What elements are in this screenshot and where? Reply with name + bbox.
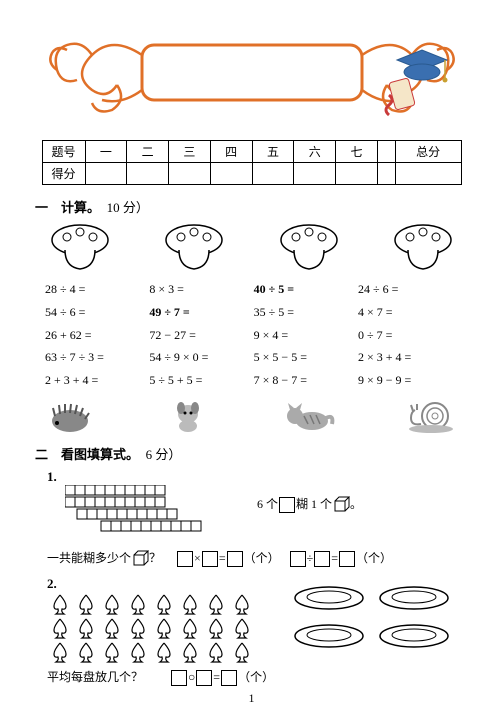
blank-box bbox=[290, 551, 306, 567]
spade-icon bbox=[125, 592, 151, 616]
q1-right-text: 6 个糊 1 个。 bbox=[257, 495, 362, 514]
spade-icon bbox=[229, 592, 255, 616]
spade-icon bbox=[203, 616, 229, 640]
plate-icon bbox=[292, 622, 367, 650]
row-label: 题号 bbox=[42, 141, 85, 163]
spade-icon bbox=[125, 616, 151, 640]
snail-icon bbox=[403, 396, 458, 434]
blank-box bbox=[339, 551, 355, 567]
spade-icon bbox=[47, 592, 73, 616]
mushroom-icon bbox=[388, 222, 458, 272]
cat-icon bbox=[280, 396, 335, 434]
calc-grid: 28 ÷ 4 =54 ÷ 6 =26 + 62 =63 ÷ 7 ÷ 3 =2 +… bbox=[35, 278, 468, 392]
calc-col-3: 40 ÷ 5 =35 ÷ 5 =9 × 4 =5 × 5 − 5 =7 × 8 … bbox=[254, 278, 354, 392]
plates bbox=[287, 576, 457, 660]
q2-num: 2. bbox=[47, 576, 57, 591]
spade-icon bbox=[177, 616, 203, 640]
spade-icon bbox=[203, 640, 229, 664]
spade-icon bbox=[151, 640, 177, 664]
question-1: 1. 6 个糊 1 个。 一共能糊多少个？ ×=（个） ÷=（个） bbox=[47, 469, 468, 568]
spade-icon bbox=[151, 616, 177, 640]
section-1-title: 一 计算。 10 分） bbox=[35, 197, 468, 216]
question-2: 2. 平均每盘放几个？ ○=（个） bbox=[47, 576, 468, 686]
q1-grid: 6 个糊 1 个。 bbox=[47, 485, 468, 545]
spade-icon bbox=[203, 592, 229, 616]
section-2-title: 二 看图填算式。 6 分） bbox=[35, 444, 468, 463]
spade-icon bbox=[177, 640, 203, 664]
section-1: 一 计算。 10 分） 28 ÷ 4 =54 ÷ 6 =26 + 62 =63 … bbox=[35, 197, 468, 434]
spade-icon bbox=[99, 640, 125, 664]
spade-icon bbox=[47, 640, 73, 664]
hedgehog-icon bbox=[45, 396, 95, 434]
mushroom-row bbox=[35, 222, 468, 272]
blank-box bbox=[314, 551, 330, 567]
section-2: 二 看图填算式。 6 分） 1. 6 个糊 1 个。 一共能糊多少个？ ×=（个… bbox=[35, 444, 468, 687]
score-table: 题号 一二三四五六七总分 得分 bbox=[42, 140, 462, 185]
blank-box bbox=[202, 551, 218, 567]
spade-icon bbox=[47, 616, 73, 640]
dog-icon bbox=[163, 396, 213, 434]
spade-icon bbox=[73, 592, 99, 616]
spade-icon bbox=[229, 640, 255, 664]
spade-icon bbox=[125, 640, 151, 664]
q2-equation-line: 平均每盘放几个？ ○=（个） bbox=[47, 668, 287, 686]
plate-icon bbox=[292, 584, 367, 612]
blank-box bbox=[227, 551, 243, 567]
row-label: 得分 bbox=[42, 163, 85, 185]
blank-box bbox=[177, 551, 193, 567]
spade-icon bbox=[99, 616, 125, 640]
plate-icon bbox=[377, 584, 452, 612]
spade-grid bbox=[47, 592, 267, 664]
calc-col-4: 24 ÷ 6 =4 × 7 =0 ÷ 7 =2 × 3 + 4 =9 × 9 −… bbox=[358, 278, 458, 392]
blank-box bbox=[171, 670, 187, 686]
calc-col-2: 8 × 3 =49 ÷ 7 =72 − 27 =54 ÷ 9 × 0 =5 ÷ … bbox=[149, 278, 249, 392]
spade-icon bbox=[177, 592, 203, 616]
blank-box bbox=[221, 670, 237, 686]
plate-icon bbox=[377, 622, 452, 650]
page-number: 1 bbox=[0, 691, 503, 706]
animals-row bbox=[35, 396, 468, 434]
spade-icon bbox=[151, 592, 177, 616]
calc-col-1: 28 ÷ 4 =54 ÷ 6 =26 + 62 =63 ÷ 7 ÷ 3 =2 +… bbox=[45, 278, 145, 392]
spade-icon bbox=[99, 592, 125, 616]
decorative-banner bbox=[42, 15, 462, 130]
spade-icon bbox=[229, 616, 255, 640]
cube-icon bbox=[131, 550, 149, 568]
spade-icon bbox=[73, 640, 99, 664]
mushroom-icon bbox=[274, 222, 344, 272]
mushroom-icon bbox=[159, 222, 229, 272]
q1-equation-line: 一共能糊多少个？ ×=（个） ÷=（个） bbox=[47, 549, 468, 568]
q1-num: 1. bbox=[47, 469, 57, 484]
blank-box bbox=[196, 670, 212, 686]
spade-icon bbox=[73, 616, 99, 640]
mushroom-icon bbox=[45, 222, 115, 272]
